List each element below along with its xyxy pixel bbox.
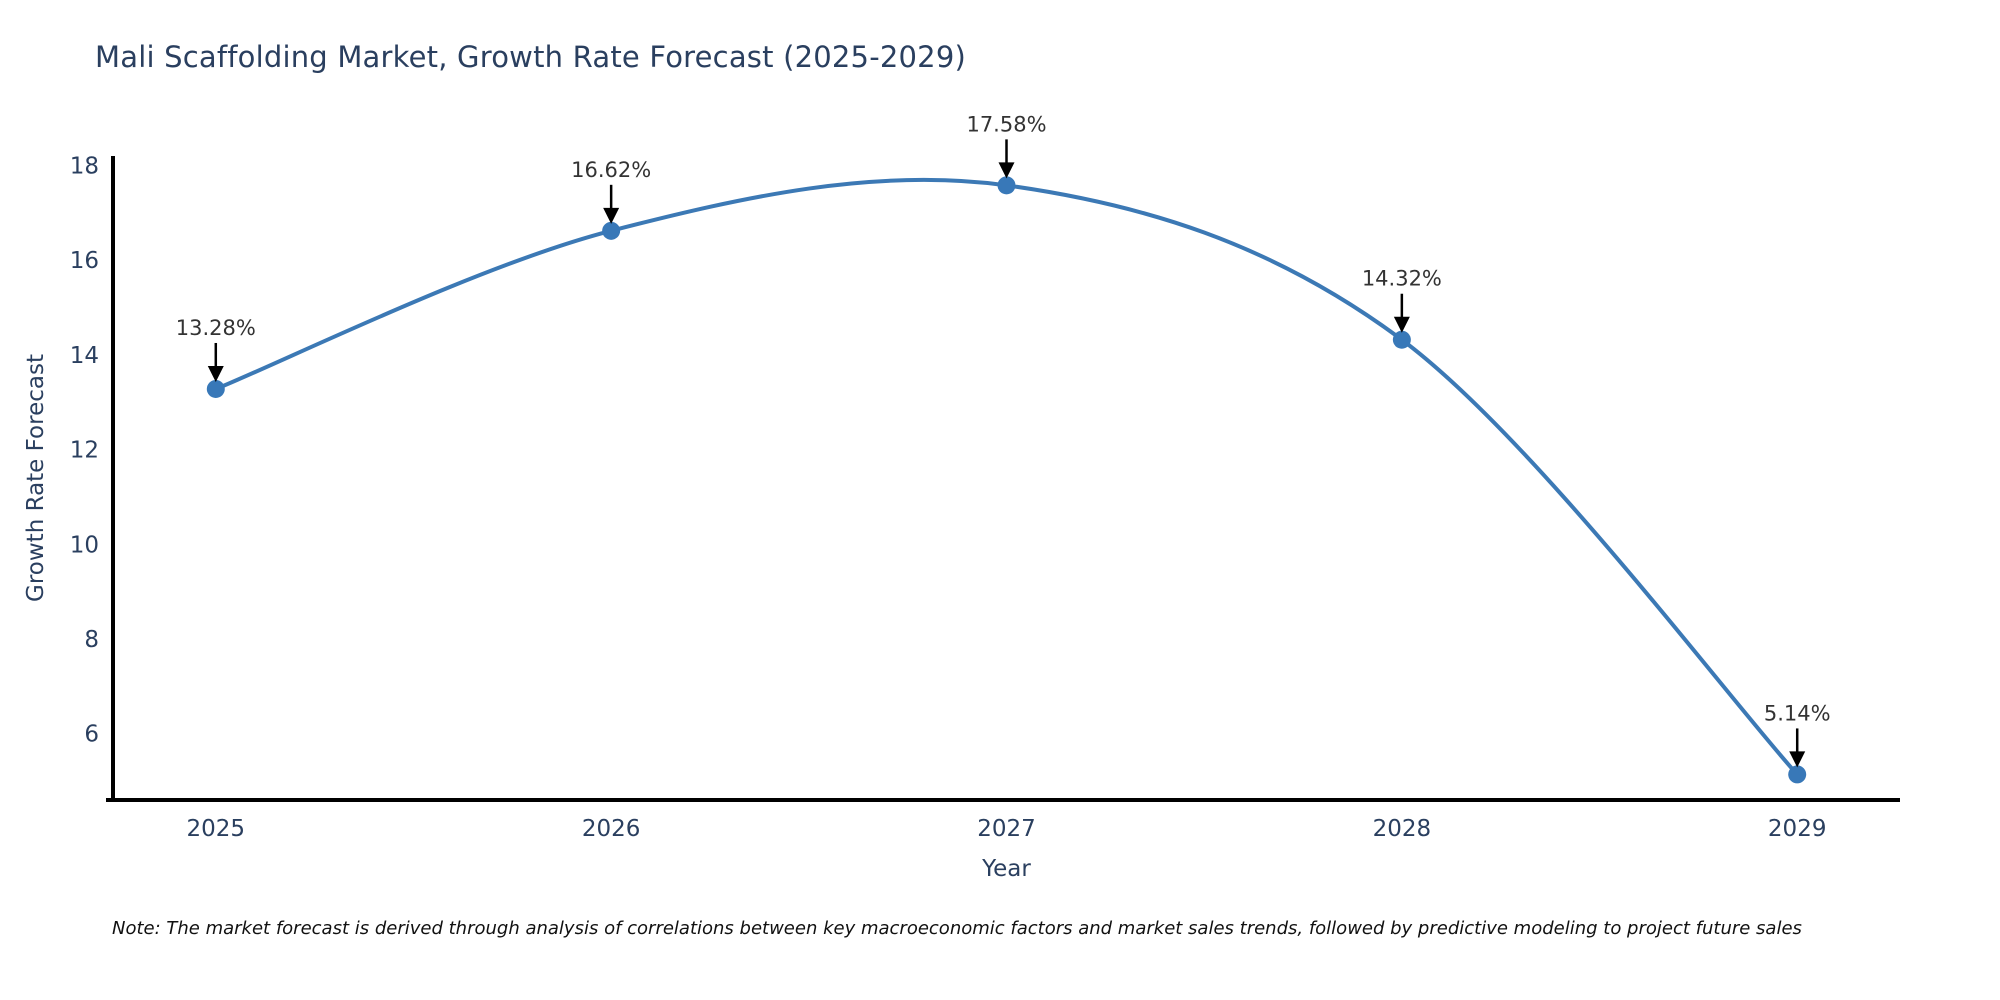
x-axis-title: Year [982,856,1031,882]
data-point[interactable] [1788,765,1807,784]
data-point[interactable] [602,221,621,240]
y-axis-title: Growth Rate Forecast [23,354,49,602]
annotation-arrow-head [207,365,224,382]
y-tick-label: 6 [84,722,99,748]
y-tick-label: 10 [70,532,99,558]
data-point[interactable] [1392,330,1411,349]
y-tick-label: 14 [70,343,99,369]
x-tick-label: 2025 [187,816,246,842]
data-point[interactable] [206,379,225,398]
footnote: Note: The market forecast is derived thr… [112,918,1802,939]
annotation-arrow-head [998,162,1015,179]
y-tick-label: 8 [84,627,99,653]
y-tick-label: 18 [70,153,99,179]
annotation-arrow-head [1789,751,1806,768]
point-value-label: 16.62% [571,158,651,182]
annotation-arrow-head [1393,316,1410,333]
point-value-label: 5.14% [1764,701,1831,725]
x-tick-label: 2029 [1768,816,1827,842]
x-tick-label: 2026 [582,816,641,842]
point-value-label: 13.28% [176,316,256,340]
point-value-label: 14.32% [1362,267,1442,291]
forecast-line [213,177,1800,777]
point-value-label: 17.58% [966,112,1046,136]
data-point[interactable] [997,176,1016,195]
x-tick-label: 2027 [977,816,1036,842]
x-tick-label: 2028 [1373,816,1432,842]
y-tick-label: 16 [70,248,99,274]
annotation-arrow-head [603,207,620,224]
y-tick-label: 12 [70,438,99,464]
chart-title: Mali Scaffolding Market, Growth Rate For… [95,40,966,74]
